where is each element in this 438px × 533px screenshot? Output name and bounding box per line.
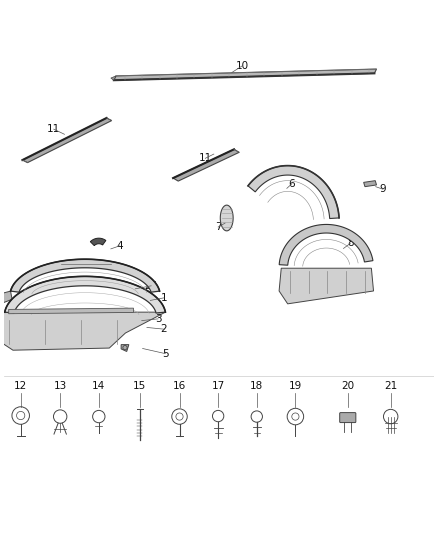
Polygon shape [220,205,233,231]
Text: 3: 3 [155,314,161,324]
Polygon shape [364,181,377,187]
Polygon shape [5,277,166,313]
Polygon shape [114,69,377,80]
Text: 11: 11 [47,124,60,134]
Text: 15: 15 [133,381,146,391]
Text: 18: 18 [250,381,263,391]
Text: 1: 1 [161,293,167,303]
Text: 20: 20 [341,381,354,391]
Polygon shape [22,118,112,163]
Text: 17: 17 [212,381,225,391]
Text: 7: 7 [215,222,222,232]
Polygon shape [279,268,374,304]
Polygon shape [9,308,134,314]
Text: 8: 8 [347,238,353,248]
Text: 19: 19 [289,381,302,391]
Text: 21: 21 [384,381,397,391]
Text: 25: 25 [145,281,158,291]
Text: 12: 12 [14,381,27,391]
Text: 9: 9 [380,184,386,194]
Polygon shape [1,291,12,303]
Text: 6: 6 [289,179,295,189]
Text: 14: 14 [92,381,106,391]
Text: 4: 4 [116,241,123,251]
Text: 13: 13 [53,381,67,391]
Polygon shape [173,149,239,181]
Polygon shape [279,224,373,265]
Polygon shape [11,259,159,292]
Polygon shape [121,345,129,351]
Text: 2: 2 [161,324,167,334]
FancyBboxPatch shape [340,413,356,423]
Polygon shape [0,312,166,350]
Text: 16: 16 [173,381,186,391]
Text: 5: 5 [162,349,169,359]
Polygon shape [90,238,106,246]
Polygon shape [111,76,116,80]
Text: 11: 11 [199,154,212,163]
Polygon shape [248,166,339,219]
Text: 10: 10 [236,61,249,70]
